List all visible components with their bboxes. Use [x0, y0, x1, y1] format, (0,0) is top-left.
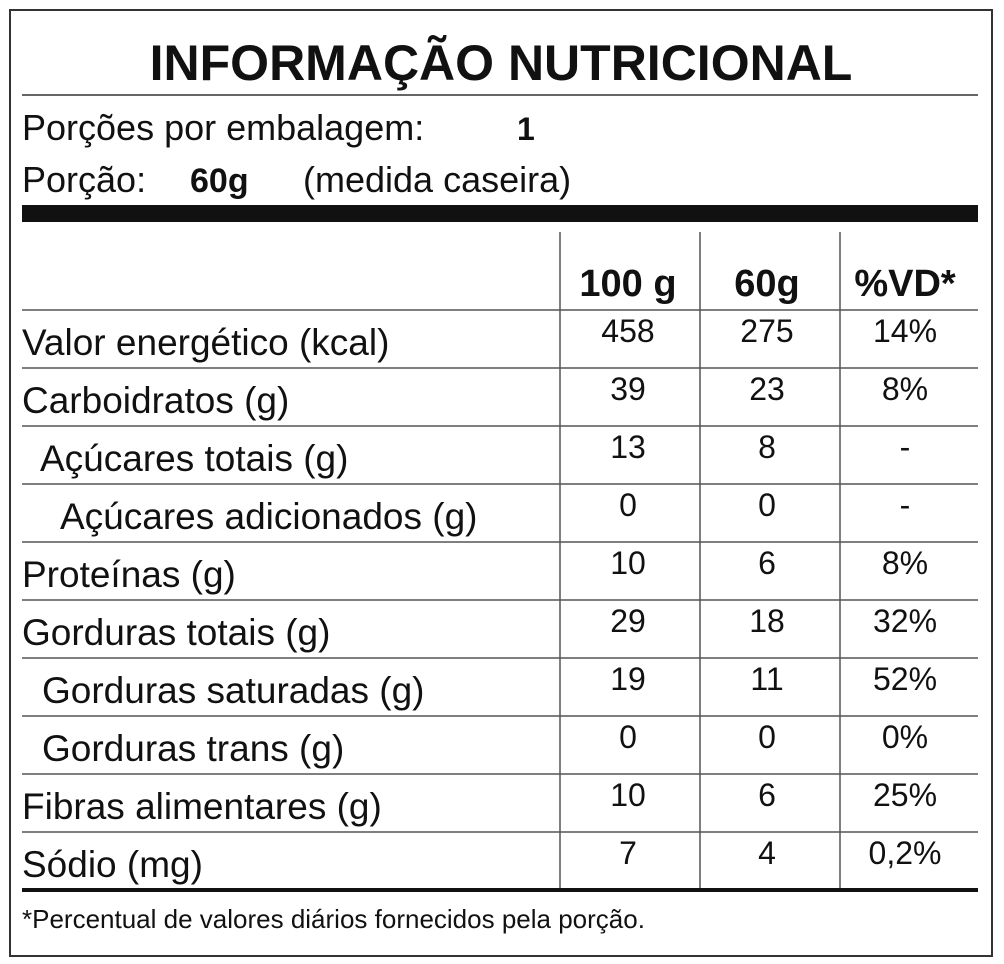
nutrient-name: Proteínas (g) — [22, 554, 236, 595]
nutrient-name: Carboidratos (g) — [22, 380, 289, 421]
nutrient-name: Sódio (mg) — [22, 844, 203, 885]
nutrient-name: Fibras alimentares (g) — [22, 786, 382, 827]
nutrient-value: 18 — [749, 603, 785, 639]
nutrient-value: 0,2% — [869, 835, 942, 871]
nutrient-name: Açúcares totais (g) — [40, 438, 348, 479]
nutrient-value: 39 — [610, 371, 646, 407]
portion-label: Porção: — [22, 159, 146, 200]
nutrient-value: 11 — [750, 661, 783, 697]
servings-label: Porções por embalagem: — [22, 107, 424, 148]
nutrient-value: 14% — [873, 313, 937, 349]
nutrient-value: 8 — [758, 429, 776, 465]
nutrient-name: Gorduras trans (g) — [42, 728, 344, 769]
title: INFORMAÇÃO NUTRICIONAL — [150, 35, 853, 91]
portion-value: 60g — [190, 162, 249, 200]
nutrient-value: 8% — [882, 371, 928, 407]
portion-note: (medida caseira) — [303, 159, 571, 200]
nutrient-value: 0 — [758, 487, 776, 523]
column-header: 100 g — [579, 263, 676, 305]
nutrient-value: - — [900, 429, 911, 465]
footnote: *Percentual de valores diários fornecido… — [22, 904, 645, 934]
servings-value: 1 — [517, 111, 535, 147]
nutrient-name: Gorduras saturadas (g) — [42, 670, 425, 711]
nutrient-value: 10 — [610, 545, 646, 581]
nutrient-value: 10 — [610, 777, 646, 813]
nutrient-value: 0 — [619, 487, 637, 523]
nutrient-value: 32% — [873, 603, 937, 639]
nutrient-value: 25% — [873, 777, 937, 813]
nutrient-value: 19 — [610, 661, 646, 697]
column-header: %VD* — [854, 263, 956, 305]
nutrient-value: 0 — [619, 719, 637, 755]
column-header: 60g — [734, 263, 799, 305]
nutrient-value: 458 — [601, 313, 654, 349]
nutrient-value: 4 — [758, 835, 776, 871]
nutrient-value: - — [900, 487, 911, 523]
nutrient-value: 52% — [873, 661, 937, 697]
nutrient-value: 6 — [758, 545, 776, 581]
nutrient-value: 13 — [610, 429, 646, 465]
nutrient-name: Açúcares adicionados (g) — [60, 496, 478, 537]
thick-bar — [22, 205, 978, 222]
nutrient-name: Valor energético (kcal) — [22, 322, 389, 363]
nutrient-value: 0 — [758, 719, 776, 755]
nutrient-value: 0% — [882, 719, 928, 755]
nutrient-name: Gorduras totais (g) — [22, 612, 330, 653]
nutrient-value: 29 — [610, 603, 646, 639]
label-border — [9, 9, 993, 957]
nutrient-value: 7 — [619, 835, 637, 871]
nutrient-value: 275 — [740, 313, 793, 349]
nutrient-value: 6 — [758, 777, 776, 813]
nutrient-value: 23 — [749, 371, 785, 407]
nutrient-value: 8% — [882, 545, 928, 581]
